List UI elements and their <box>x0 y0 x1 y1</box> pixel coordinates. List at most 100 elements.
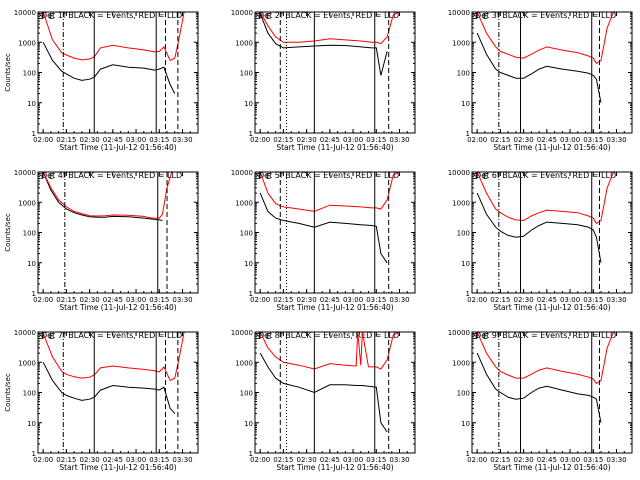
x-axis-label: Start Time (11-Jul-12 01:56:40) <box>59 463 176 472</box>
x-tick-label: 03:00 <box>560 136 580 144</box>
panel-title: Det 4f BLACK = Events, RED = LLD <box>41 171 182 180</box>
y-tick-label: 1000 <box>235 359 253 367</box>
plot-frame <box>471 11 633 134</box>
x-tick-label: 02:30 <box>514 456 534 464</box>
y-axis-label: Counts/sec <box>4 53 12 92</box>
lld-series-line <box>42 332 185 382</box>
y-tick-label: 10000 <box>231 329 253 337</box>
lld-series-line <box>259 12 400 45</box>
y-tick-label: 1 <box>466 450 470 458</box>
panel-title: Det 9f BLACK = Events, RED = LLD <box>475 331 616 340</box>
y-tick-label: 10 <box>244 100 253 108</box>
x-tick-label: 02:15 <box>490 296 510 304</box>
events-series-line <box>42 362 176 414</box>
panel-title: Det 8f BLACK = Events, RED = LLD <box>258 331 399 340</box>
y-tick-label: 1000 <box>18 359 36 367</box>
y-tick-label: 100 <box>240 70 253 78</box>
x-tick-label: 02:30 <box>297 296 317 304</box>
events-series-line <box>476 192 602 263</box>
y-tick-label: 1 <box>249 450 253 458</box>
x-tick-label: 02:15 <box>273 296 293 304</box>
y-tick-label: 100 <box>23 70 36 78</box>
x-tick-label: 03:30 <box>389 296 409 304</box>
y-tick-label: 10000 <box>448 169 470 177</box>
x-axis-label: Start Time (11-Jul-12 01:56:40) <box>276 143 393 152</box>
y-tick-label: 1000 <box>18 199 36 207</box>
x-tick-label: 03:00 <box>343 296 363 304</box>
panel-title: Det 2f BLACK = Events, RED = LLD <box>258 11 399 20</box>
y-tick-label: 1000 <box>452 199 470 207</box>
events-series-line <box>476 352 602 423</box>
x-tick-label: 02:00 <box>467 296 487 304</box>
x-tick-label: 03:15 <box>149 136 169 144</box>
x-tick-label: 02:15 <box>490 136 510 144</box>
y-tick-label: 10 <box>244 420 253 428</box>
x-tick-label: 02:30 <box>80 456 100 464</box>
x-tick-label: 03:30 <box>172 456 192 464</box>
x-axis-label: Start Time (11-Jul-12 01:56:40) <box>59 303 176 312</box>
corner-label: E <box>483 332 488 341</box>
panel-title: Det 6f BLACK = Events, RED = LLD <box>475 171 616 180</box>
lld-series-line <box>42 172 173 219</box>
y-tick-label: 10 <box>27 260 36 268</box>
lld-series-line <box>476 12 614 65</box>
corner-label: E <box>266 332 271 341</box>
x-tick-label: 02:15 <box>56 136 76 144</box>
events-series-line <box>476 32 602 103</box>
events-series-line <box>42 172 163 221</box>
lld-series-line <box>259 172 400 212</box>
plot-frame <box>37 11 199 134</box>
panel-title: Det 5f BLACK = Events, RED = LLD <box>258 171 399 180</box>
x-tick-label: 02:45 <box>103 296 123 304</box>
x-tick-label: 03:00 <box>126 456 146 464</box>
x-tick-label: 02:45 <box>320 456 340 464</box>
corner-label: S <box>256 172 261 181</box>
x-tick-label: 02:00 <box>467 136 487 144</box>
x-tick-label: 03:30 <box>389 136 409 144</box>
events-series-line <box>42 42 176 94</box>
x-tick-label: 02:15 <box>490 456 510 464</box>
x-tick-label: 02:45 <box>103 456 123 464</box>
events-series-line <box>259 192 388 264</box>
corner-label: E <box>266 12 271 21</box>
corner-label: E <box>483 12 488 21</box>
y-tick-label: 10000 <box>231 9 253 17</box>
x-tick-label: 02:00 <box>33 296 53 304</box>
x-axis-label: Start Time (11-Jul-12 01:56:40) <box>276 303 393 312</box>
y-axis-label: Counts/sec <box>4 213 12 252</box>
corner-label: S <box>39 332 44 341</box>
x-tick-label: 03:15 <box>366 456 386 464</box>
x-tick-label: 03:30 <box>172 136 192 144</box>
x-tick-label: 03:30 <box>606 456 626 464</box>
y-axis-label: Counts/sec <box>4 373 12 412</box>
x-tick-label: 02:30 <box>80 136 100 144</box>
plot-frame <box>37 171 199 294</box>
x-tick-label: 02:15 <box>56 456 76 464</box>
corner-label: S <box>39 12 44 21</box>
y-tick-label: 10 <box>461 420 470 428</box>
corner-label: S <box>39 12 44 21</box>
x-tick-label: 03:30 <box>389 456 409 464</box>
y-tick-label: 10000 <box>14 169 36 177</box>
y-tick-label: 10 <box>461 100 470 108</box>
y-tick-label: 1 <box>32 130 36 138</box>
plot-frame <box>254 331 416 454</box>
x-tick-label: 03:15 <box>149 296 169 304</box>
x-tick-label: 02:15 <box>273 136 293 144</box>
corner-label: S <box>473 12 478 21</box>
x-tick-label: 02:45 <box>320 296 340 304</box>
x-tick-label: 02:15 <box>56 296 76 304</box>
corner-label: E <box>49 172 54 181</box>
lld-series-line <box>259 332 400 370</box>
y-tick-label: 1 <box>32 290 36 298</box>
y-tick-label: 1000 <box>235 39 253 47</box>
x-axis-label: Start Time (11-Jul-12 01:56:40) <box>493 143 610 152</box>
x-axis-label: Start Time (11-Jul-12 01:56:40) <box>59 143 176 152</box>
x-tick-label: 02:00 <box>250 136 270 144</box>
corner-label: E <box>49 12 54 21</box>
